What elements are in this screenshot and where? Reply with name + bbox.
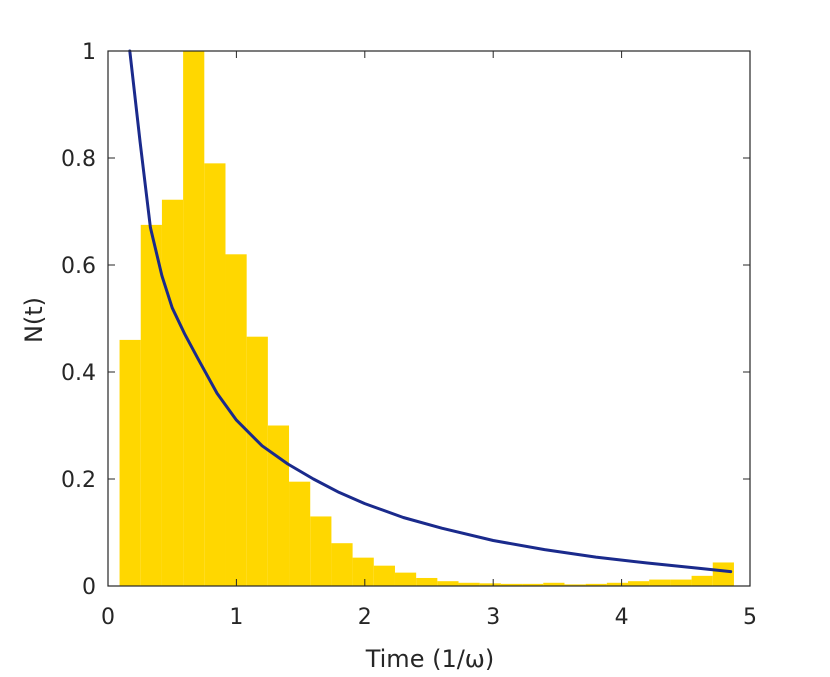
histogram-bar [628,581,650,586]
histogram-bar [352,557,374,586]
histogram-bar [310,516,332,586]
histogram-bar [394,572,417,586]
histogram-bar [564,584,586,586]
y-tick-label: 0.2 [61,468,96,493]
x-tick-label: 0 [101,605,115,630]
histogram-bar [373,565,395,586]
decay-curve [128,49,733,574]
x-axis-ticks: 0 1 2 3 4 5 [101,51,757,630]
y-tick-label: 0 [82,575,96,600]
histogram-bar [649,579,671,586]
y-tick-label: 0.6 [61,254,96,279]
histogram-bar [712,562,734,586]
histogram-bar [458,582,480,586]
histogram-bar [289,481,311,586]
histogram-bar [437,581,459,586]
histogram-bar [246,336,268,586]
histogram-bar [119,339,141,586]
histogram-bar [670,579,692,586]
x-axis-label: Time (1/ω) [365,645,495,673]
histogram-bar [479,583,501,586]
histogram-bar [416,577,438,586]
histogram-bar [543,582,565,586]
histogram-bar [331,543,353,586]
y-tick-label: 1 [82,40,96,65]
y-axis-label: N(t) [20,297,48,343]
histogram-bar [161,199,184,587]
plot-frame [107,50,751,587]
histogram-bars [119,51,734,587]
x-tick-label: 4 [615,605,629,630]
y-tick-label: 0.4 [61,361,96,386]
x-tick-label: 2 [358,605,372,630]
histogram-bar [204,163,226,586]
histogram-bar [691,575,713,586]
histogram-bar [267,425,290,586]
histogram-bar [500,583,523,586]
x-tick-label: 5 [743,605,757,630]
histogram-bar [606,582,629,586]
histogram-bar [183,51,205,586]
histogram-bar [585,583,607,586]
y-axis-ticks: 0 0.2 0.4 0.6 0.8 1 [61,40,750,600]
x-tick-label: 1 [229,605,243,630]
y-tick-label: 0.8 [61,147,96,172]
histogram-bar [140,224,162,586]
histogram-bar [522,583,544,586]
x-tick-label: 3 [486,605,500,630]
